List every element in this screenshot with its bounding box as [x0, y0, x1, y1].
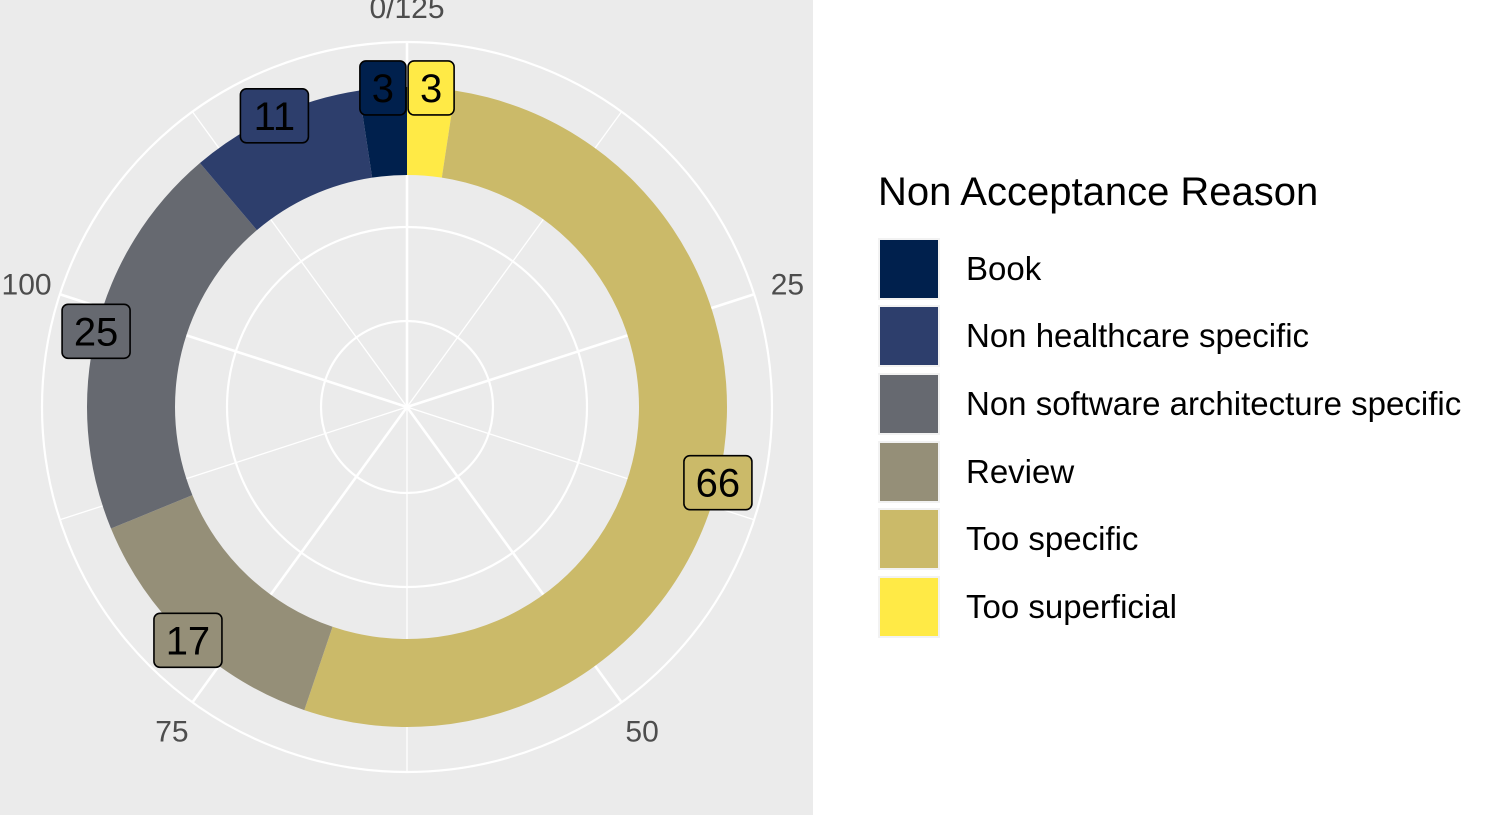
data-label-box	[239, 87, 310, 144]
data-label-too-specific: 66	[683, 454, 753, 511]
legend-item-review: Review	[878, 438, 1461, 506]
data-label-value: 25	[74, 310, 119, 354]
theta-tick-label: 100	[2, 268, 52, 301]
slice-non-healthcare-specific	[199, 90, 373, 231]
legend-swatch	[878, 237, 940, 300]
data-label-book: 3	[359, 60, 407, 116]
slice-too-specific	[304, 90, 727, 727]
data-label-value: 3	[420, 67, 442, 111]
legend-title: Non Acceptance Reason	[878, 170, 1319, 214]
legend-label: Book	[966, 249, 1042, 287]
legend-swatch	[878, 575, 940, 638]
theta-tick-label: 0/125	[369, 0, 444, 25]
slice-review	[110, 495, 333, 711]
data-label-review: 17	[153, 612, 223, 669]
label-layer: 3 66 17 25 11 3	[61, 60, 753, 669]
legend-label: Non software architecture specific	[966, 384, 1462, 422]
legend-swatch	[878, 508, 940, 571]
data-label-box	[359, 60, 407, 116]
theta-tick-label: 25	[771, 268, 804, 301]
donut-chart: 0/125 25 50 75 100 3 66 17 25 11 3	[0, 0, 813, 815]
data-label-value: 3	[372, 67, 394, 111]
data-label-box	[61, 303, 131, 360]
legend-label: Too specific	[966, 520, 1139, 558]
legend-label: Review	[966, 452, 1075, 490]
legend-swatch	[878, 305, 940, 368]
legend: Non Acceptance Reason Book Non healthcare…	[878, 170, 1461, 641]
legend-items: Book Non healthcare specific Non software …	[878, 235, 1461, 641]
data-label-too-superficial: 3	[407, 60, 455, 116]
data-label-value: 11	[254, 95, 296, 139]
legend-label: Too superficial	[966, 587, 1177, 625]
data-label-box	[407, 60, 455, 116]
legend-label: Non healthcare specific	[966, 317, 1310, 355]
data-label-box	[153, 612, 223, 669]
legend-item-book: Book	[878, 235, 1461, 303]
tick-layer: 0/125 25 50 75 100	[2, 0, 805, 749]
legend-swatch	[878, 372, 940, 435]
theta-tick-label: 75	[155, 716, 188, 749]
data-label-value: 66	[696, 462, 741, 506]
data-label-non-software-architecture-specific: 25	[61, 303, 131, 360]
data-label-value: 17	[166, 619, 211, 663]
legend-item-non-software-architecture-specific: Non software architecture specific	[878, 370, 1461, 438]
data-label-box	[683, 454, 753, 511]
slice-non-software-architecture-specific	[86, 163, 257, 529]
legend-item-too-specific: Too specific	[878, 505, 1461, 573]
theta-tick-label: 50	[625, 716, 658, 749]
legend-item-too-superficial: Too superficial	[878, 573, 1461, 641]
legend-swatch	[878, 440, 940, 503]
data-label-non-healthcare-specific: 11	[239, 87, 310, 144]
legend-item-non-healthcare-specific: Non healthcare specific	[878, 303, 1461, 371]
